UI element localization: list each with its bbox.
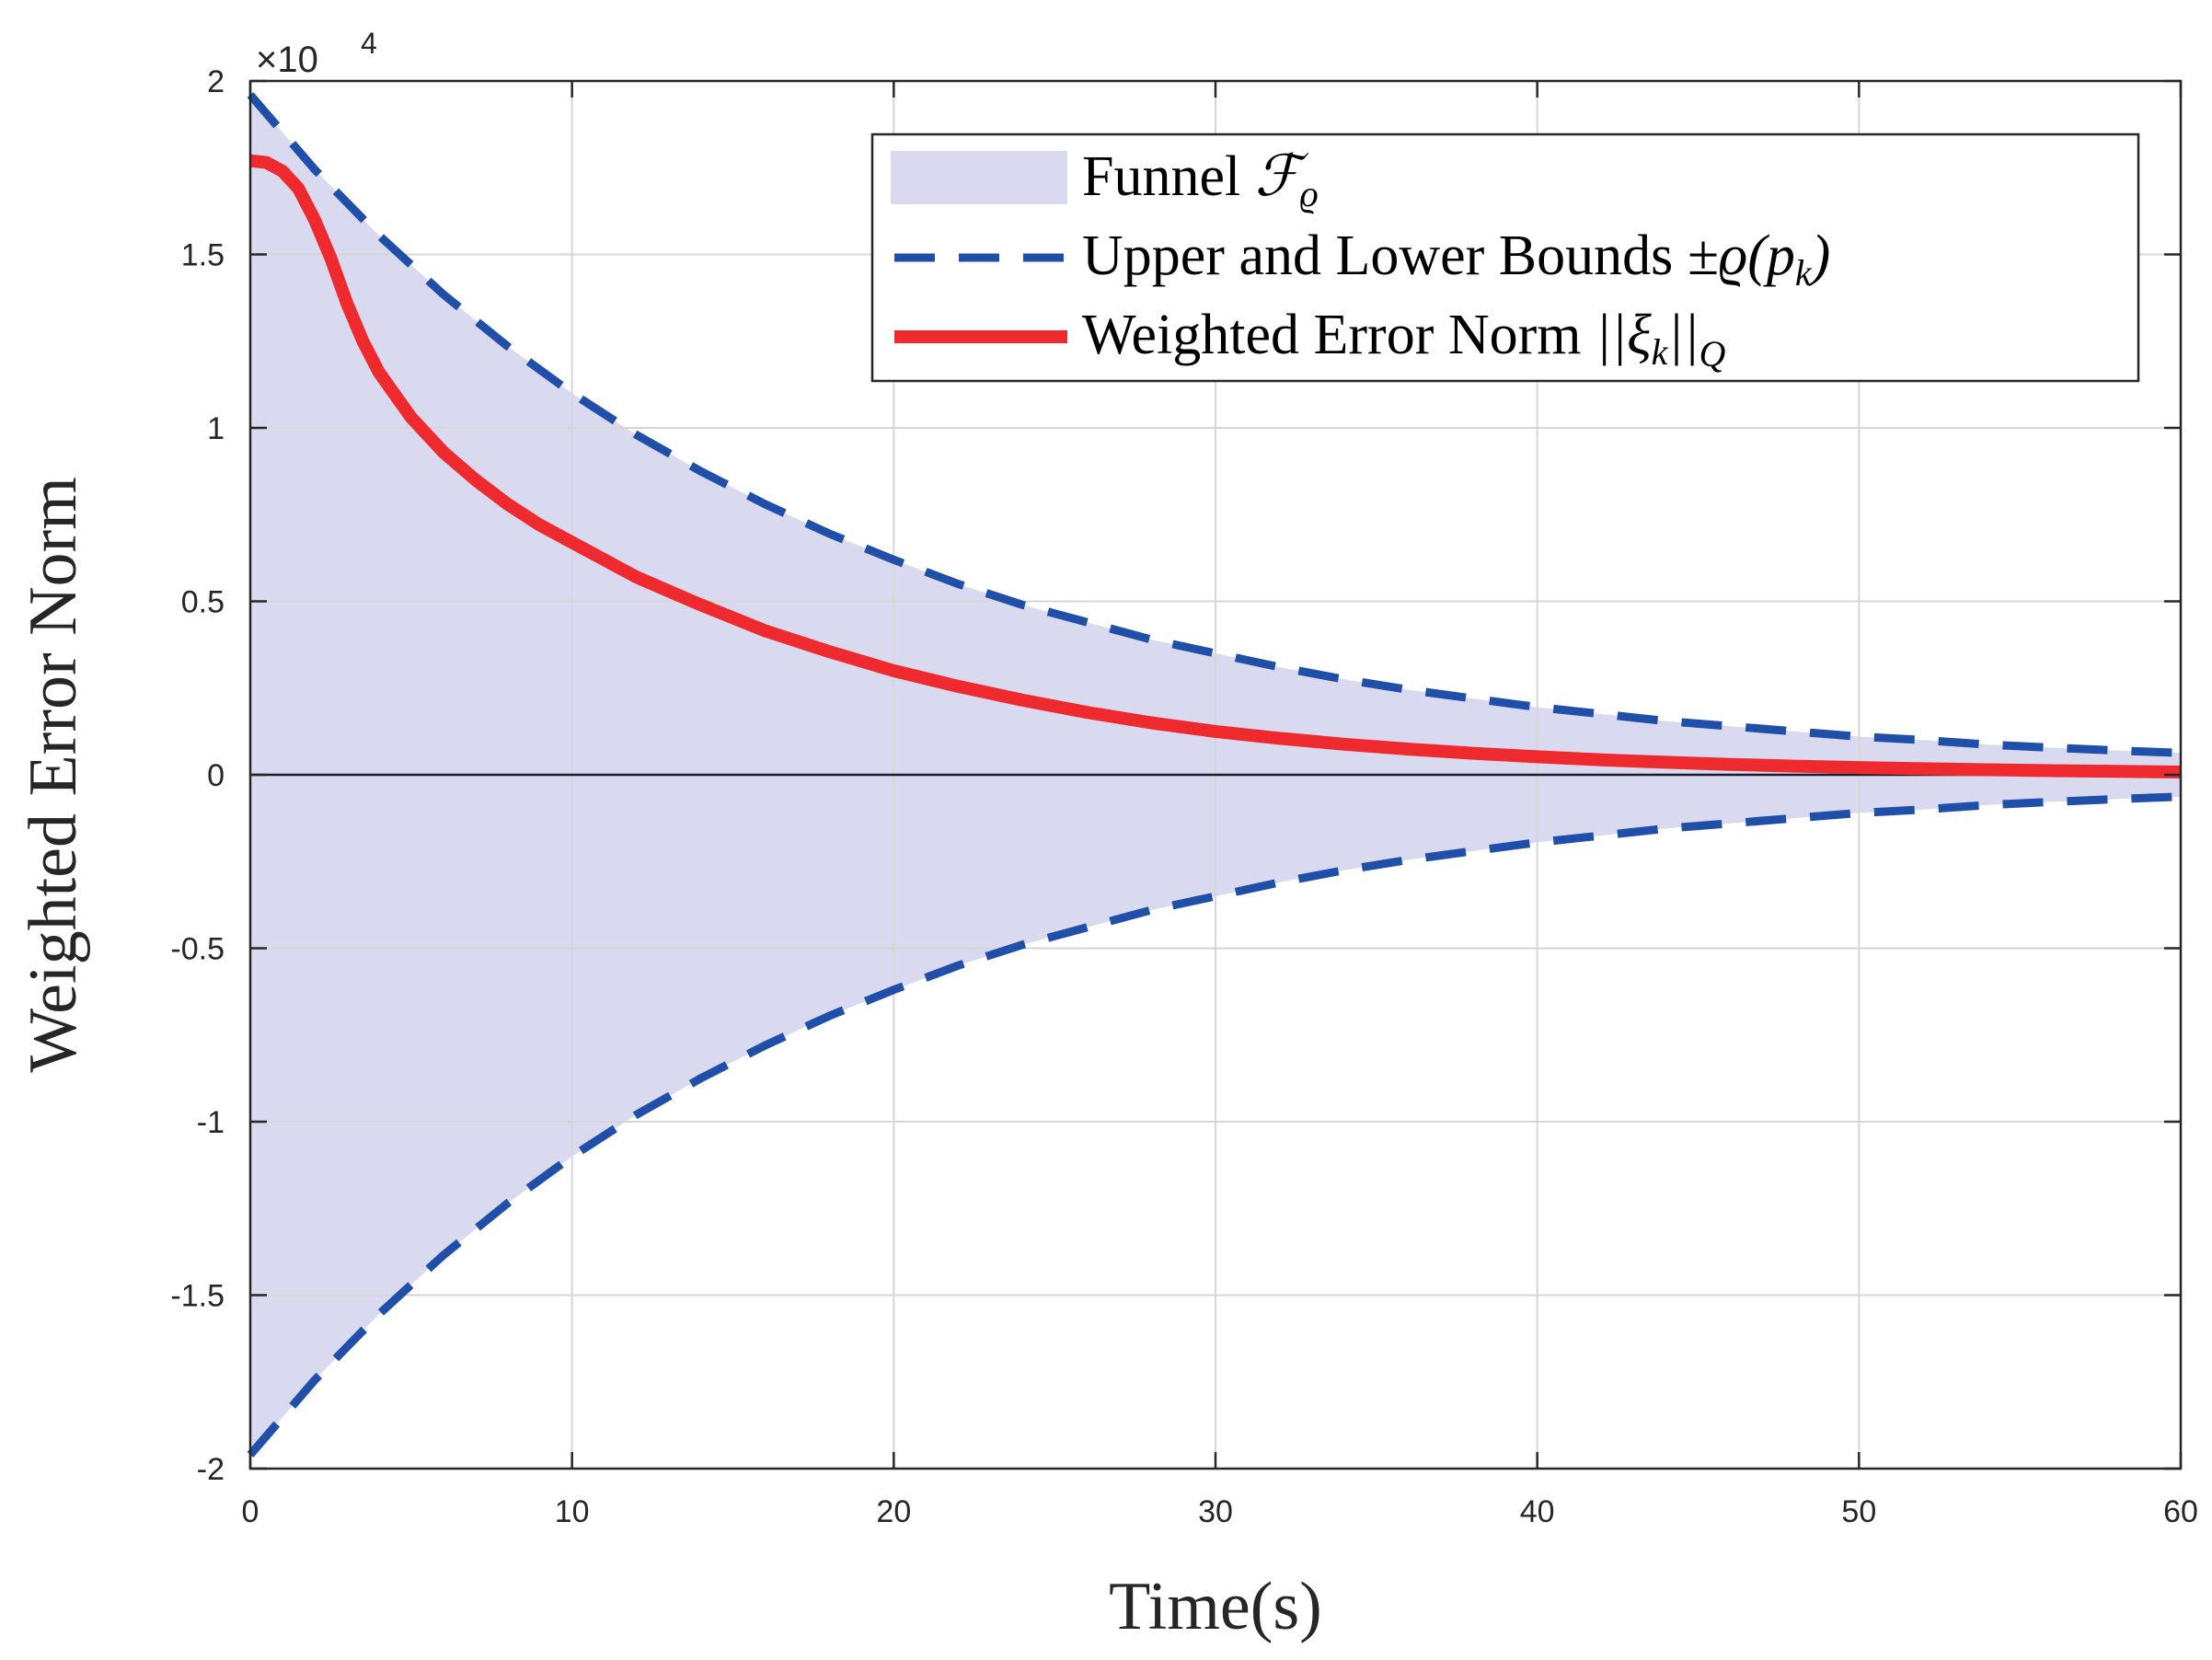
legend-entry-bounds: Upper and Lower Bounds ±ϱ(pk) (1082, 225, 1830, 294)
y-exponent: ×10 4 (256, 27, 377, 80)
tick-mark-layer (248, 79, 2183, 1470)
legend-box (870, 133, 2140, 383)
series-line-layer (247, 92, 2182, 1458)
y-tick-label-4: 0 (207, 758, 225, 793)
x-tick-label-1: 10 (555, 1494, 590, 1529)
y-tick-label-7: 1.5 (181, 238, 225, 273)
x-axis-label: Time(s) (1109, 1569, 1322, 1644)
legend-math-end-bounds: ) (1809, 225, 1831, 287)
y-tick-labels: -2 -1.5 -1 -0.5 0 0.5 1 1.5 2 (170, 64, 225, 1487)
legend-entry-funnel: Funnel ℱϱ (1082, 145, 1319, 214)
legend-math-bounds: ±ϱ(p (1688, 225, 1795, 287)
x-tick-label-4: 40 (1520, 1494, 1555, 1529)
x-tick-label-6: 60 (2163, 1494, 2198, 1529)
legend-label-funnel: Funnel (1082, 145, 1255, 208)
weighted-error-norm-line (249, 154, 2182, 778)
legend-math-end-error: || (1667, 304, 1699, 366)
x-tick-label-0: 0 (242, 1494, 259, 1529)
y-tick-label-0: -2 (197, 1452, 225, 1487)
legend-label-error: Weighted Error Norm (1082, 304, 1596, 366)
legend-sub-funnel: ϱ (1299, 173, 1318, 214)
grid-layer (250, 81, 2181, 1469)
legend-sub-bounds: k (1795, 252, 1813, 294)
y-exponent-prefix: ×10 (256, 40, 318, 80)
x-tick-label-5: 50 (1841, 1494, 1876, 1529)
y-tick-label-3: -0.5 (170, 932, 225, 967)
x-tick-label-3: 30 (1198, 1494, 1233, 1529)
legend-label-bounds: Upper and Lower Bounds (1082, 225, 1688, 287)
y-tick-label-6: 1 (207, 411, 225, 446)
y-tick-label-5: 0.5 (181, 585, 225, 620)
legend-sub-error: k (1652, 331, 1669, 373)
y-tick-label-2: -1 (197, 1105, 225, 1140)
legend-sub2-error: Q (1699, 333, 1726, 375)
legend: Funnel ℱϱ Upper and Lower Bounds ±ϱ(pk) … (870, 133, 2140, 383)
y-axis-label: Weighted Error Norm (16, 477, 91, 1073)
y-tick-label-1: -1.5 (170, 1279, 225, 1314)
x-tick-labels: 0 10 20 30 40 50 60 (242, 1494, 2198, 1529)
y-tick-label-8: 2 (207, 64, 225, 99)
y-exponent-power: 4 (361, 27, 377, 60)
legend-swatch-funnel (891, 151, 1067, 204)
legend-math-error: ||ξ (1596, 304, 1652, 366)
legend-entry-error: Weighted Error Norm ||ξk||Q (1082, 304, 1726, 375)
x-tick-label-2: 20 (876, 1494, 911, 1529)
